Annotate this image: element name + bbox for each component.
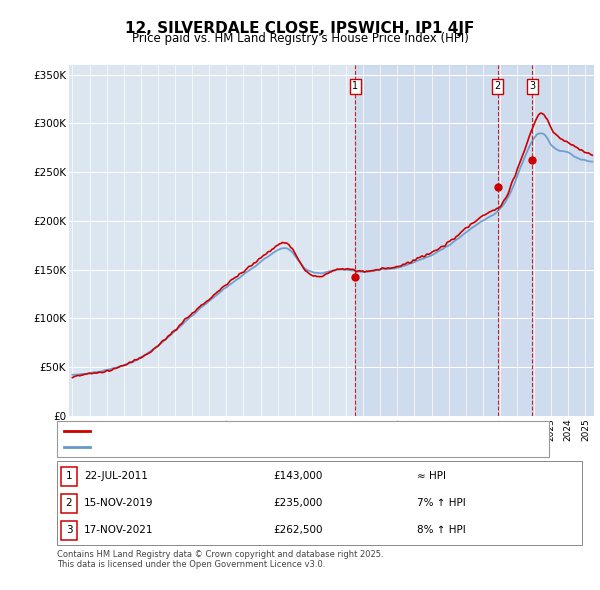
Text: 1: 1 [65,471,73,481]
Text: 15-NOV-2019: 15-NOV-2019 [84,499,154,508]
Bar [355,65,594,416]
Text: 1: 1 [352,81,359,91]
Text: 2: 2 [494,81,501,91]
Text: 7% ↑ HPI: 7% ↑ HPI [417,499,466,508]
Text: 12, SILVERDALE CLOSE, IPSWICH, IP1 4JF (semi-detached house): 12, SILVERDALE CLOSE, IPSWICH, IP1 4JF (… [94,425,409,435]
Text: £262,500: £262,500 [273,526,323,535]
Text: HPI: Average price, semi-detached house, Ipswich: HPI: Average price, semi-detached house,… [94,442,338,453]
Text: ≈ HPI: ≈ HPI [417,471,446,481]
Text: Contains HM Land Registry data © Crown copyright and database right 2025.
This d: Contains HM Land Registry data © Crown c… [57,550,383,569]
Text: £235,000: £235,000 [273,499,322,508]
Text: 3: 3 [65,526,73,535]
Text: 2: 2 [65,499,73,508]
Text: 3: 3 [529,81,535,91]
Text: 12, SILVERDALE CLOSE, IPSWICH, IP1 4JF: 12, SILVERDALE CLOSE, IPSWICH, IP1 4JF [125,21,475,35]
Text: £143,000: £143,000 [273,471,322,481]
Text: 8% ↑ HPI: 8% ↑ HPI [417,526,466,535]
Text: 17-NOV-2021: 17-NOV-2021 [84,526,154,535]
Text: 22-JUL-2011: 22-JUL-2011 [84,471,148,481]
Text: Price paid vs. HM Land Registry's House Price Index (HPI): Price paid vs. HM Land Registry's House … [131,32,469,45]
